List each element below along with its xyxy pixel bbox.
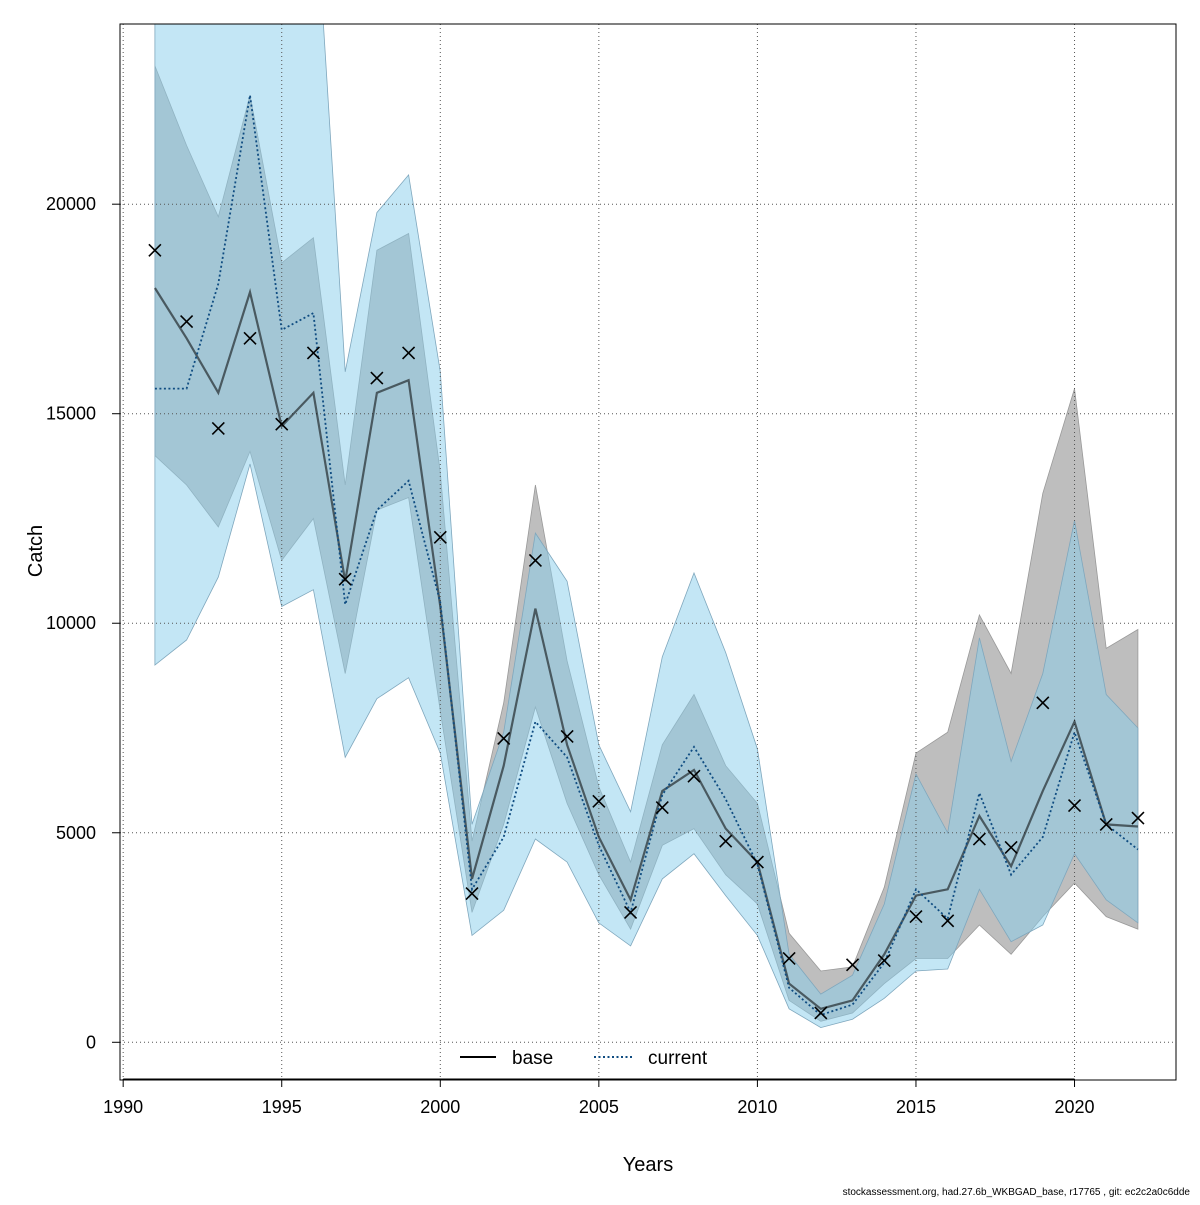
y-tick-label: 5000 (56, 823, 96, 843)
y-tick-label: 0 (86, 1032, 96, 1052)
observed-point (402, 346, 416, 360)
observed-point (592, 794, 606, 808)
observed-point (814, 1006, 828, 1020)
legend: base current (460, 1048, 708, 1069)
observed-point (623, 905, 638, 919)
observed-point (370, 371, 384, 385)
base-series-line (153, 287, 1138, 1011)
series-lines (153, 95, 1139, 1017)
observed-point (877, 954, 891, 968)
observed-point (180, 314, 194, 329)
grid-lines (120, 24, 1176, 1080)
y-tick-label: 10000 (46, 613, 96, 633)
footer-note: stockassessment.org, had.27.6b_WKBGAD_ba… (842, 1187, 1190, 1198)
observed-point (719, 834, 733, 848)
y-axis-title: Catch (25, 525, 47, 577)
observed-point (750, 855, 764, 869)
observed-point (972, 832, 986, 846)
observed-point (1131, 811, 1145, 825)
x-axis-title: Years (623, 1154, 673, 1176)
observed-point (306, 346, 321, 360)
observed-point (655, 801, 669, 815)
observed-point (782, 951, 796, 966)
y-tick-label: 15000 (46, 404, 96, 424)
observed-point (909, 910, 923, 924)
confidence-bands (154, 24, 1139, 1029)
observed-point (497, 731, 511, 746)
x-tick-label: 1990 (103, 1097, 143, 1117)
x-tick-label: 2015 (896, 1097, 936, 1117)
observed-point (433, 530, 447, 544)
observed-points (148, 243, 1145, 1020)
observed-point (941, 914, 955, 928)
x-tick-label: 2020 (1054, 1097, 1094, 1117)
observed-point (845, 958, 860, 972)
axes: 1990 1995 2000 2005 2010 2015 2020 0 5000 10000 15… (46, 23, 1177, 1117)
observed-point (1036, 696, 1050, 710)
observed-point (1067, 798, 1082, 813)
observed-point (275, 417, 289, 431)
current-series-line (154, 95, 1139, 1017)
observed-point (148, 243, 162, 257)
observed-point (560, 729, 574, 743)
observed-point (338, 572, 352, 586)
x-tick-label: 2005 (579, 1097, 619, 1117)
legend-current-label: current (648, 1048, 708, 1069)
legend-base-label: base (512, 1048, 553, 1069)
observed-point (465, 886, 479, 901)
observed-point (211, 421, 225, 435)
x-tick-label: 2000 (420, 1097, 460, 1117)
observed-point (1004, 840, 1018, 854)
x-tick-label: 1995 (262, 1097, 302, 1117)
observed-point (243, 331, 257, 345)
observed-point (528, 553, 542, 567)
observed-point (1099, 817, 1113, 831)
observed-point (687, 769, 701, 783)
y-tick-label: 20000 (46, 194, 96, 214)
x-tick-label: 2010 (737, 1097, 777, 1117)
current-confidence-band (154, 24, 1139, 1029)
